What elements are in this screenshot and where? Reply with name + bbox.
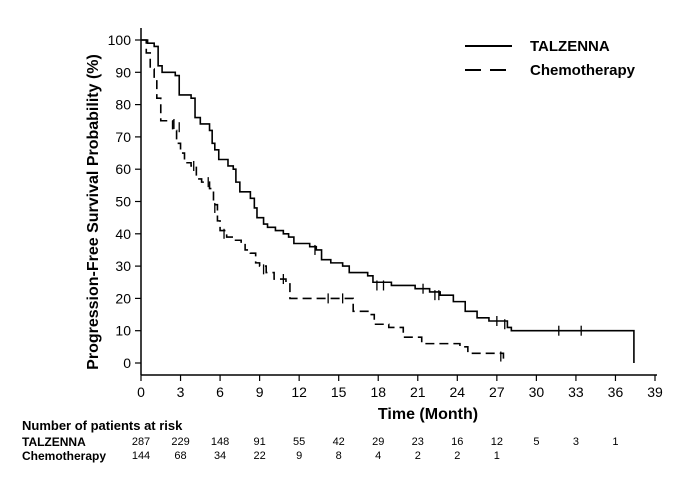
y-tick-label: 30 bbox=[115, 258, 131, 274]
y-tick-label: 20 bbox=[115, 290, 131, 306]
y-tick-label: 10 bbox=[115, 323, 131, 339]
legend: TALZENNA Chemotherapy bbox=[465, 38, 636, 79]
x-tick-label: 36 bbox=[608, 384, 624, 400]
x-tick-label: 3 bbox=[177, 384, 185, 400]
x-tick-label: 21 bbox=[410, 384, 426, 400]
y-tick-label: 100 bbox=[108, 32, 132, 48]
y-tick-label: 80 bbox=[115, 97, 131, 113]
series-line-talzenna bbox=[141, 39, 635, 363]
x-tick-label: 6 bbox=[216, 384, 224, 400]
x-tick-label: 39 bbox=[647, 384, 663, 400]
x-tick-label: 15 bbox=[331, 384, 347, 400]
x-axis-label: Time (Month) bbox=[378, 406, 478, 423]
y-tick-label: 40 bbox=[115, 226, 131, 242]
y-axis-label: Progression-Free Survival Probability (%… bbox=[85, 54, 102, 370]
x-tick-label: 27 bbox=[489, 384, 505, 400]
y-tick-label: 90 bbox=[115, 64, 131, 80]
x-tick-label: 30 bbox=[529, 384, 545, 400]
x-tick-label: 24 bbox=[450, 384, 466, 400]
y-tick-label: 70 bbox=[115, 129, 131, 145]
x-tick-label: 0 bbox=[137, 384, 145, 400]
x-tick-label: 33 bbox=[568, 384, 584, 400]
series-line-chemotherapy bbox=[141, 39, 505, 363]
legend-label: TALZENNA bbox=[530, 38, 610, 55]
y-tick-label: 50 bbox=[115, 194, 131, 210]
y-tick-label: 0 bbox=[123, 355, 131, 371]
survival-curves bbox=[141, 39, 635, 363]
x-tick-label: 9 bbox=[256, 384, 264, 400]
legend-label: Chemotherapy bbox=[530, 62, 636, 79]
x-tick-label: 18 bbox=[370, 384, 386, 400]
x-tick-label: 12 bbox=[291, 384, 307, 400]
y-tick-label: 60 bbox=[115, 161, 131, 177]
